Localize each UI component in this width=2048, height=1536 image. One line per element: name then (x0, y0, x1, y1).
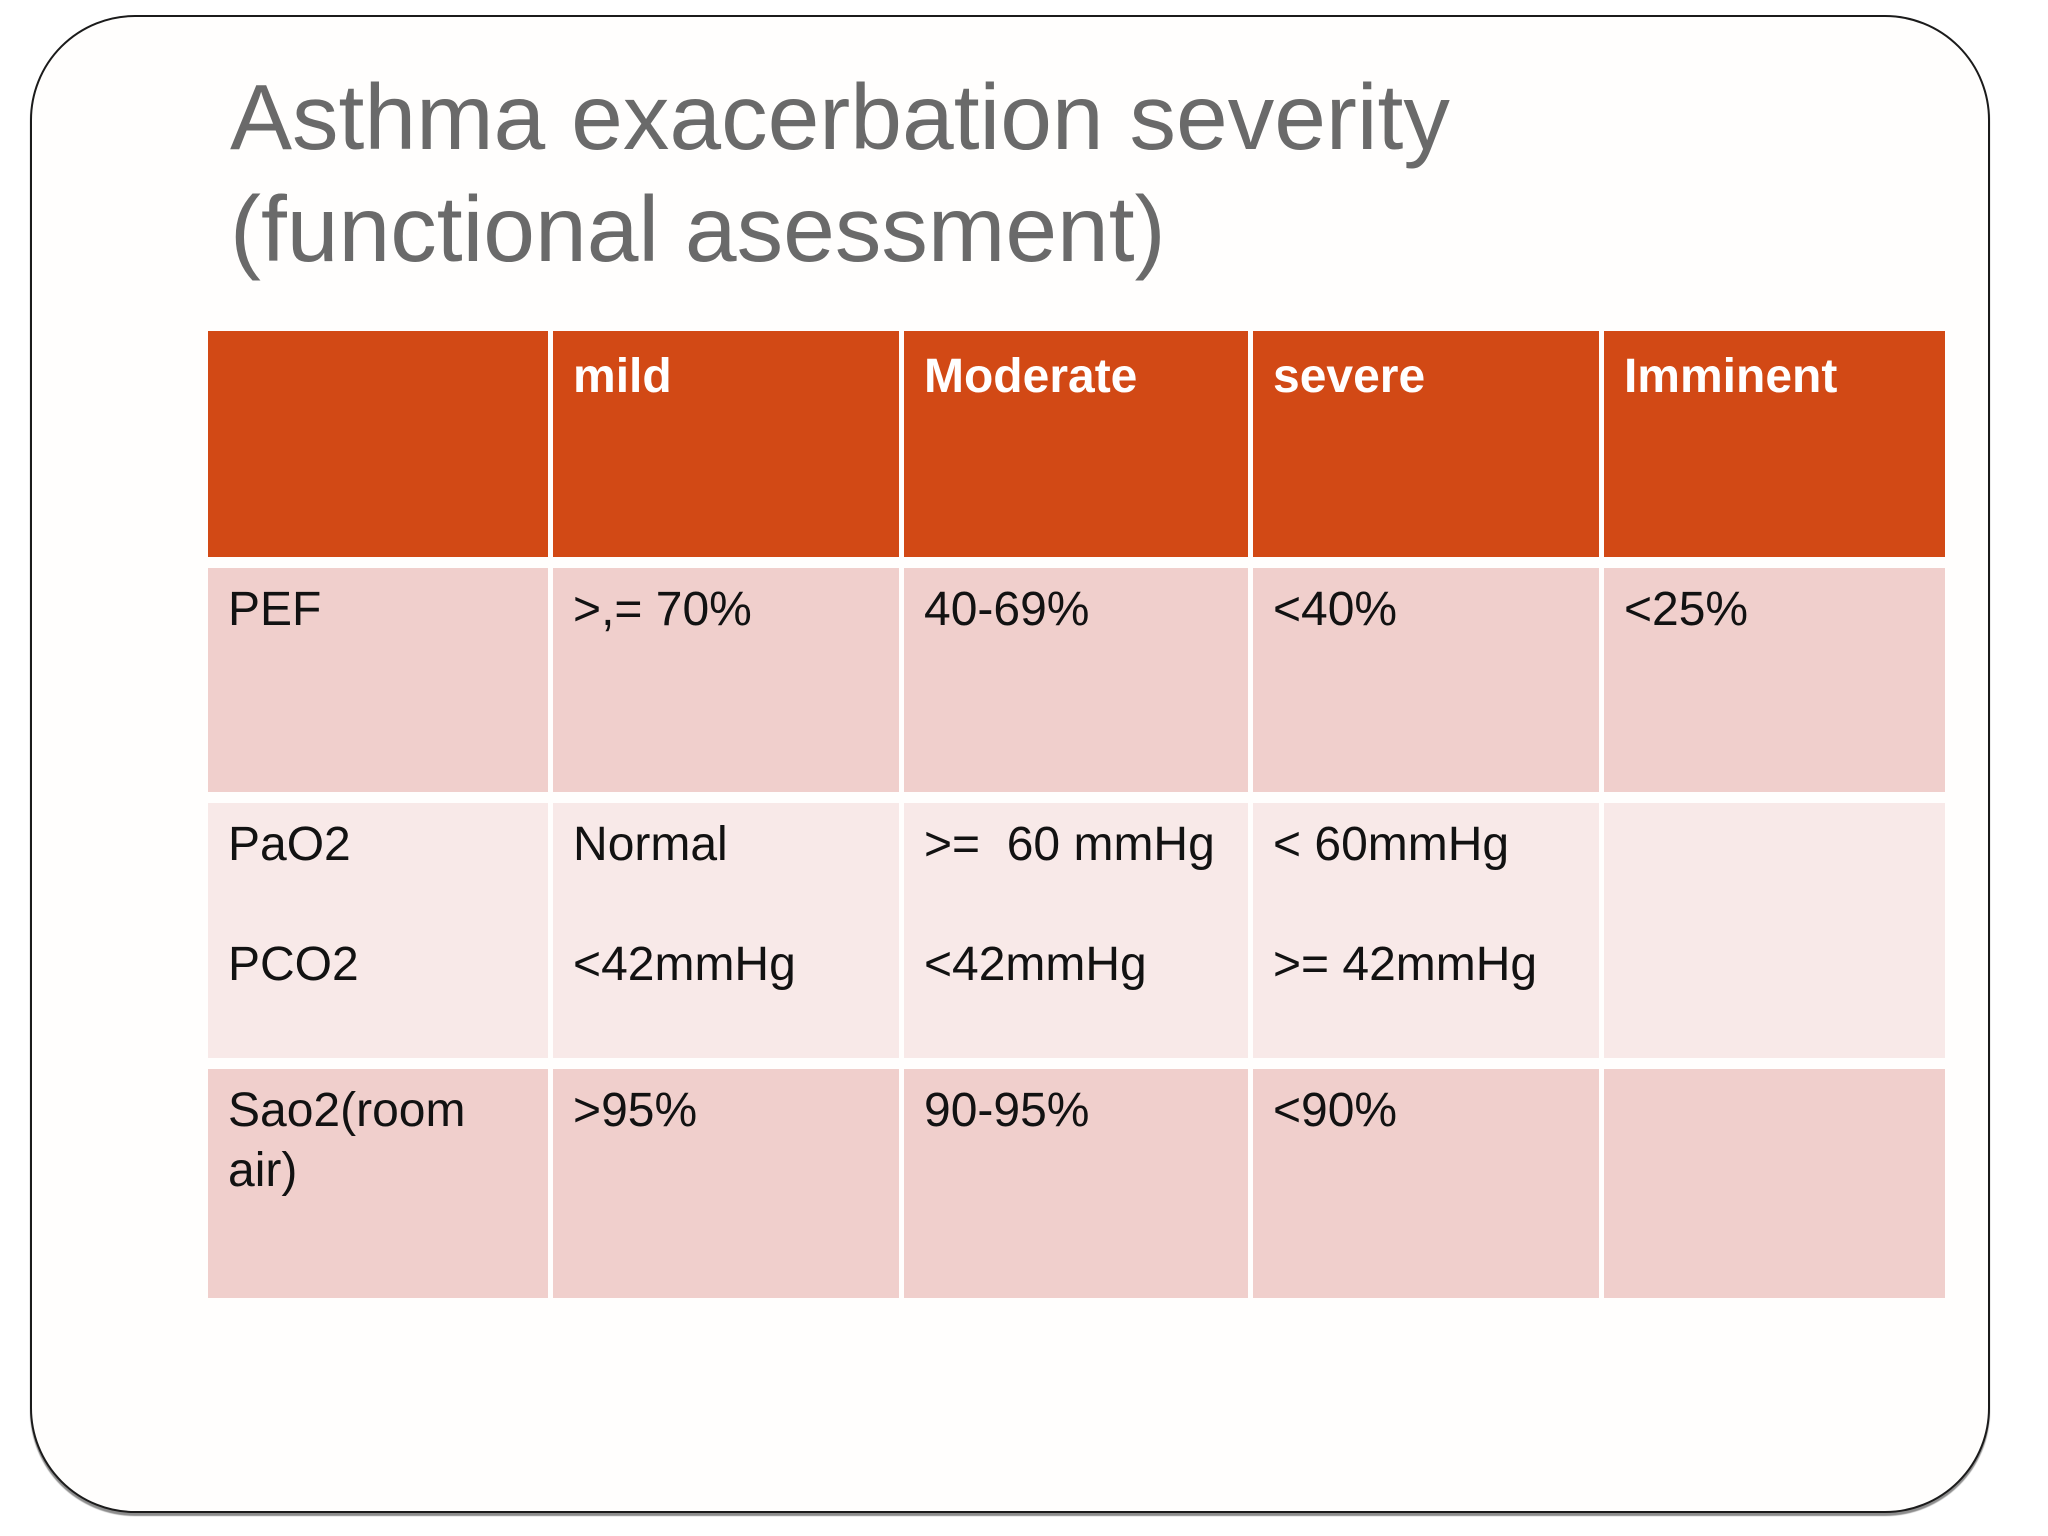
severity-table: mild Moderate severe Imminent PEF >,= 70… (208, 331, 1945, 1298)
header-cell-mild: mild (553, 331, 899, 557)
header-cell-moderate: Moderate (904, 331, 1248, 557)
table-cell: <40% (1253, 568, 1599, 792)
table-cell (1603, 803, 1945, 1058)
header-cell-blank (208, 331, 549, 557)
table-cell: >= 60 mmHg <42mmHg (904, 803, 1248, 1058)
header-cell-severe: severe (1253, 331, 1599, 557)
table-cell: >95% (553, 1069, 899, 1298)
table-cell: <90% (1253, 1069, 1599, 1298)
table-cell: < 60mmHg >= 42mmHg (1253, 803, 1599, 1058)
table-cell: 90-95% (904, 1069, 1248, 1298)
table-cell: 40-69% (904, 568, 1248, 792)
table-cell: >,= 70% (553, 568, 899, 792)
row-label-pao2-pco2: PaO2 PCO2 (208, 803, 549, 1058)
header-cell-imminent: Imminent (1603, 331, 1945, 557)
slide-frame: Asthma exacerbation severity (functional… (30, 15, 1990, 1513)
table-cell (1603, 1069, 1945, 1298)
slide-title: Asthma exacerbation severity (functional… (230, 65, 1450, 281)
table-cell: Normal <42mmHg (553, 803, 899, 1058)
row-label-pef: PEF (208, 568, 549, 792)
table-cell: <25% (1603, 568, 1945, 792)
row-label-sao2: Sao2(room air) (208, 1069, 549, 1298)
